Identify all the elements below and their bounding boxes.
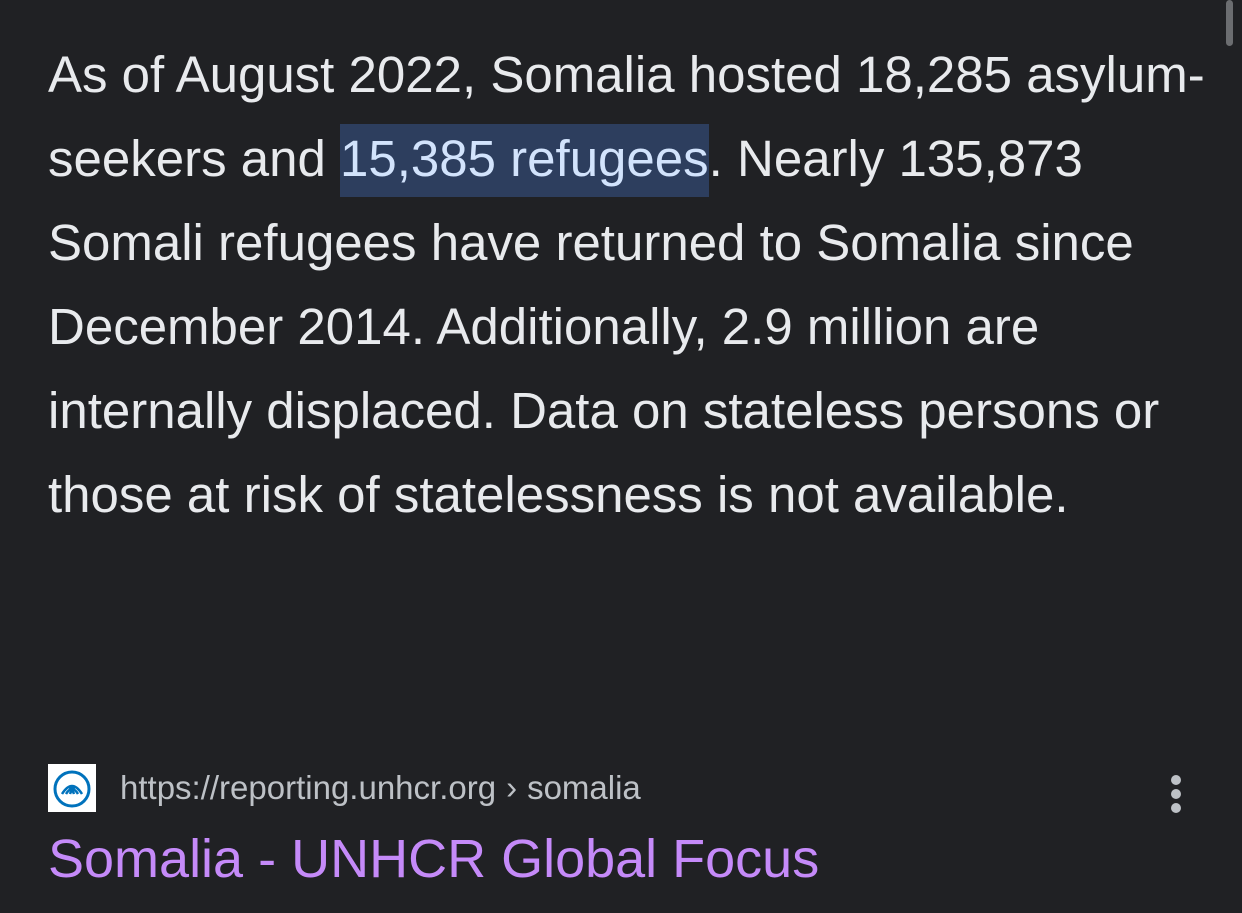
favicon [48, 764, 96, 812]
scrollbar [1226, 0, 1233, 46]
source[interactable]: https://reporting.unhcr.org › somalia [48, 764, 641, 812]
snippet-text: . Nearly 135,873 Somali refugees have re… [48, 130, 1160, 523]
snippet-highlight: 15,385 refugees [340, 124, 709, 197]
breadcrumb-separator: › [506, 769, 518, 806]
source-url: https://reporting.unhcr.org [120, 769, 497, 806]
snippet-text: As of August 2022, Somalia hosted 18,285… [48, 46, 1205, 187]
more-options[interactable] [1166, 772, 1186, 816]
source-path: somalia [527, 769, 641, 806]
result-title[interactable]: Somalia - UNHCR Global Focus [48, 829, 820, 889]
snippet: As of August 2022, Somalia hosted 18,285… [48, 33, 1208, 537]
